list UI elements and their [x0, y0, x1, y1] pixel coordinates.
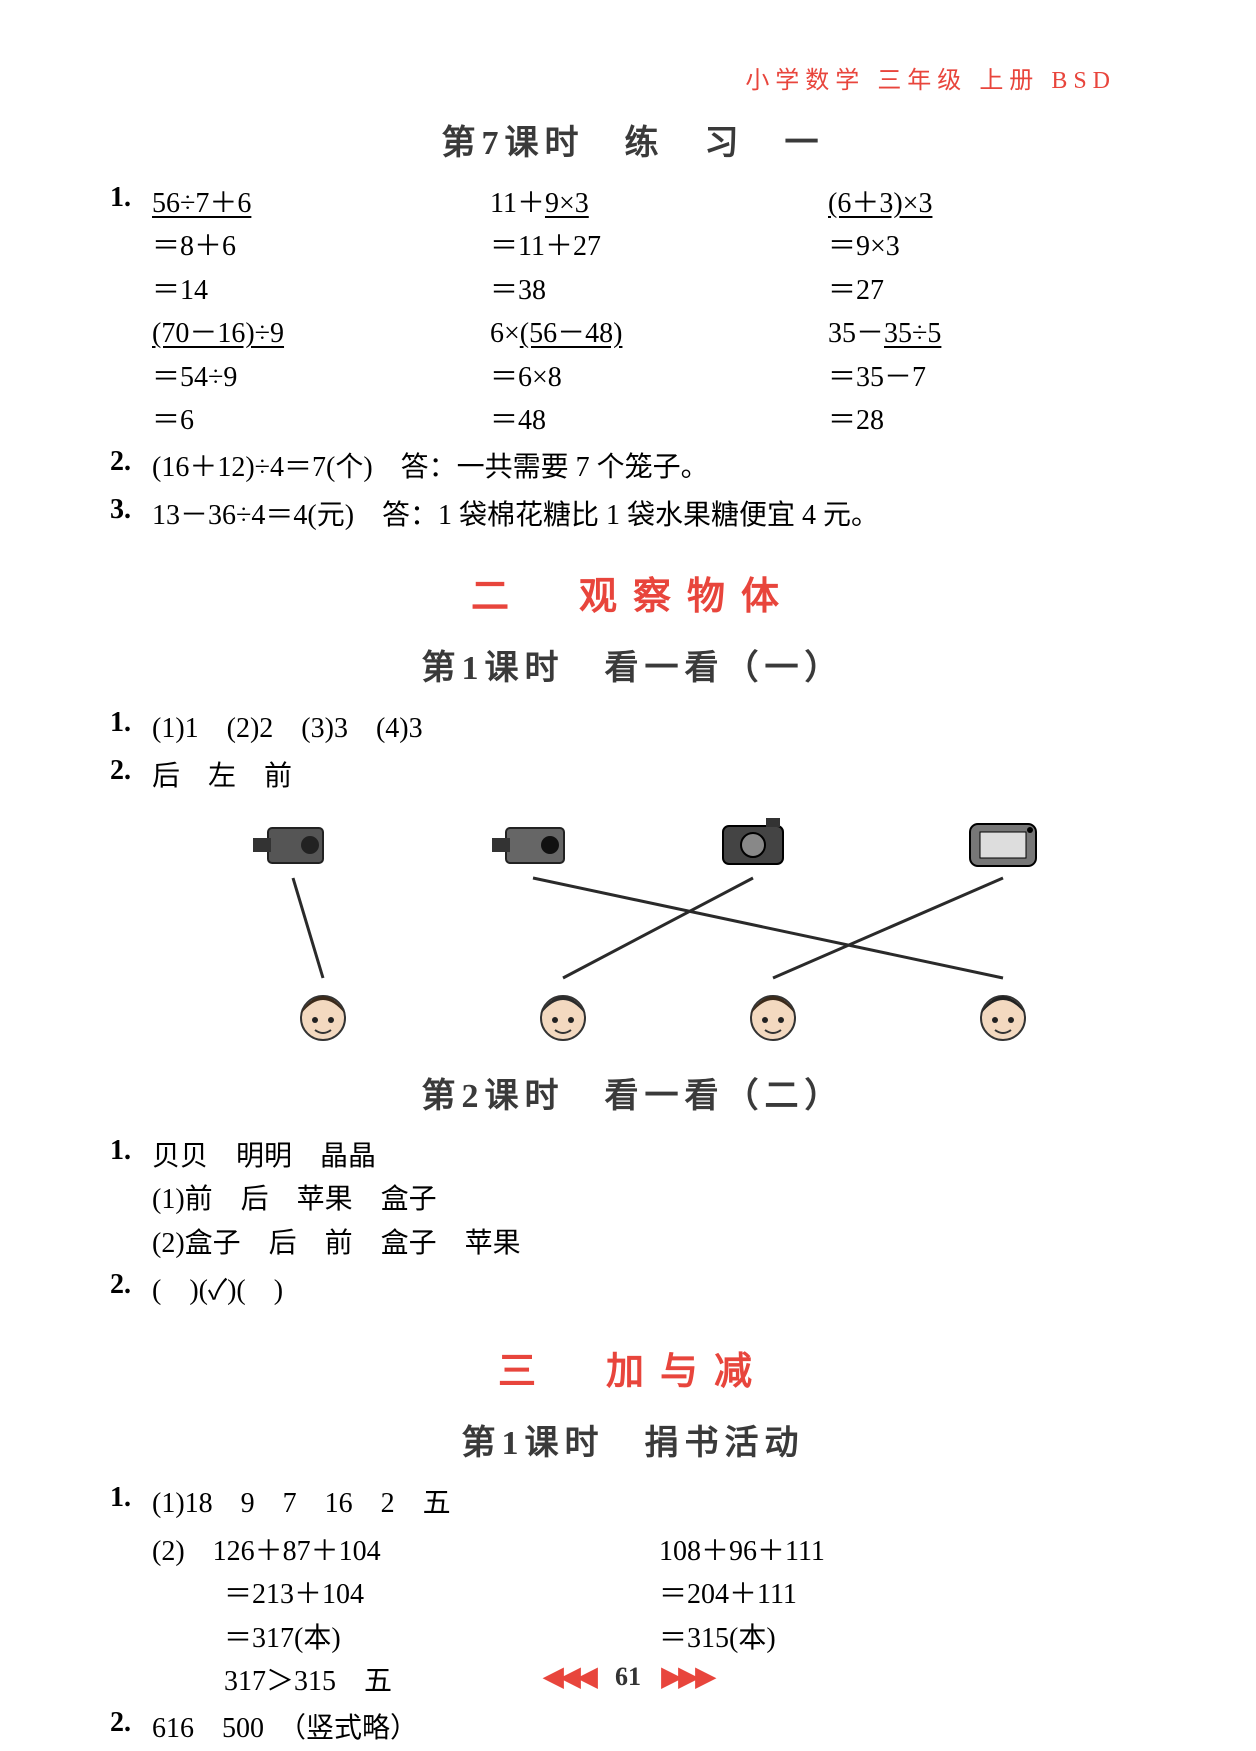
lesson7-q1: 1. 56÷7＋6＝8＋6＝14(70－16)÷9＝54÷9＝6 11＋9×3＝…: [110, 182, 1156, 442]
math-line: ＝9×3: [828, 225, 1156, 268]
math-line: (6＋3)×3: [828, 182, 1156, 225]
u2l1-q1: 1. (1)1 (2)2 (3)3 (4)3: [110, 707, 1156, 750]
math-line: 6×(56－48): [490, 312, 818, 355]
q1-col2: 11＋9×3＝11＋27＝386×(56－48)＝6×8＝48: [490, 182, 818, 442]
math-line: ＝6: [152, 399, 480, 442]
header-term: 上册: [979, 68, 1039, 94]
q1-col1: 56÷7＋6＝8＋6＝14(70－16)÷9＝54÷9＝6: [152, 182, 480, 442]
math-line: ＝54÷9: [152, 356, 480, 399]
face-icon: [723, 978, 823, 1048]
camera-icon: [243, 808, 343, 878]
header-code: BSD: [1051, 68, 1116, 94]
u2l2-q1: 1. 贝贝 明明 晶晶 (1)前 后 苹果 盒子 (2)盒子 后 前 盒子 苹果: [110, 1135, 1156, 1265]
u2l2-q2: 2. ( )(✓)( ): [110, 1269, 1156, 1312]
u3l1-q2: 2. 616 500 （竖式略）: [110, 1707, 1156, 1750]
q-number: 2.: [110, 755, 152, 787]
math-line: ＝6×8: [490, 356, 818, 399]
u3l1-pre2: (2): [152, 1536, 213, 1567]
math-line: ＝48: [490, 399, 818, 442]
math-line: ＝35－7: [828, 356, 1156, 399]
math-line: ＝14: [152, 269, 480, 312]
unit3-title: 三 加与减: [110, 1340, 1156, 1395]
lesson7-q2: 2. (16＋12)÷4＝7(个) 答：一共需要 7 个笼子。: [110, 446, 1156, 489]
q2-text: (16＋12)÷4＝7(个) 答：一共需要 7 个笼子。: [152, 446, 1156, 489]
u2l2-q1-l0: 贝贝 明明 晶晶: [152, 1135, 1156, 1178]
math-line: ＝11＋27: [490, 225, 818, 268]
q-number: 1.: [110, 1135, 152, 1167]
camera-icon: [483, 808, 583, 878]
u3-colA-0: 126＋87＋104: [213, 1536, 381, 1567]
u3-colB-0: 108＋96＋111: [659, 1530, 1156, 1573]
q-number: 3.: [110, 494, 152, 526]
math-line: 11＋9×3: [490, 182, 818, 225]
math-line: 56÷7＋6: [152, 182, 480, 225]
lesson7-q3: 3. 13－36÷4＝4(元) 答：1 袋棉花糖比 1 袋水果糖便宜 4 元。: [110, 494, 1156, 537]
unit2-lesson1-title: 第1课时 看一看（一）: [110, 640, 1156, 689]
math-line: ＝38: [490, 269, 818, 312]
u2l2-q1-l2: (2)盒子 后 前 盒子 苹果: [152, 1222, 1156, 1265]
q-number: 1.: [110, 707, 152, 739]
lesson7-title: 第7课时 练 习 一: [110, 115, 1156, 164]
q-number: 1.: [110, 1482, 152, 1514]
matching-diagram: [183, 808, 1083, 1048]
page-footer: ◀◀◀ 61 ▶▶▶: [0, 1662, 1256, 1692]
camera-icon: [953, 808, 1053, 878]
u2l2-q1-l1: (1)前 后 苹果 盒子: [152, 1178, 1156, 1221]
u2l1-q1-text: (1)1 (2)2 (3)3 (4)3: [152, 707, 1156, 750]
math-line: (70－16)÷9: [152, 312, 480, 355]
math-line: 35－35÷5: [828, 312, 1156, 355]
footer-left-arrows: ◀◀◀: [544, 1662, 595, 1691]
page-header: 小学数学 三年级 上册 BSD: [110, 60, 1156, 95]
u3l1-q1-l1: (1)18 9 7 16 2 五: [152, 1482, 1156, 1525]
u2l2-q2-text: ( )(✓)( ): [152, 1269, 1156, 1312]
footer-page: 61: [615, 1662, 641, 1691]
math-line: ＝28: [828, 399, 1156, 442]
u3-colB-1: ＝204＋111: [659, 1573, 1156, 1616]
header-grade: 三年级: [877, 68, 967, 94]
face-icon: [513, 978, 613, 1048]
u3-colA-2: ＝317(本): [152, 1617, 649, 1660]
face-icon: [273, 978, 373, 1048]
u3l1-q2-text: 616 500 （竖式略）: [152, 1707, 1156, 1750]
q-number: 2.: [110, 1707, 152, 1739]
u3-colA-1: ＝213＋104: [152, 1573, 649, 1616]
math-line: ＝27: [828, 269, 1156, 312]
q-number: 1.: [110, 182, 152, 214]
unit2-lesson2-title: 第2课时 看一看（二）: [110, 1068, 1156, 1117]
face-icon: [953, 978, 1053, 1048]
u2l1-q2-text: 后 左 前: [152, 755, 1156, 798]
header-subject: 小学数学: [745, 68, 865, 94]
u2l2-q1-body: 贝贝 明明 晶晶 (1)前 后 苹果 盒子 (2)盒子 后 前 盒子 苹果: [152, 1135, 1156, 1265]
unit2-title: 二 观察物体: [110, 565, 1156, 620]
q-number: 2.: [110, 446, 152, 478]
q1-col3: (6＋3)×3＝9×3＝2735－35÷5＝35－7＝28: [828, 182, 1156, 442]
u3-colB-2: ＝315(本): [659, 1617, 1156, 1660]
q-number: 2.: [110, 1269, 152, 1301]
q1-columns: 56÷7＋6＝8＋6＝14(70－16)÷9＝54÷9＝6 11＋9×3＝11＋…: [152, 182, 1156, 442]
footer-right-arrows: ▶▶▶: [662, 1662, 713, 1691]
u2l1-q2: 2. 后 左 前: [110, 755, 1156, 798]
camera-icon: [703, 808, 803, 878]
q3-text: 13－36÷4＝4(元) 答：1 袋棉花糖比 1 袋水果糖便宜 4 元。: [152, 494, 1156, 537]
math-line: ＝8＋6: [152, 225, 480, 268]
unit3-lesson1-title: 第1课时 捐书活动: [110, 1415, 1156, 1464]
